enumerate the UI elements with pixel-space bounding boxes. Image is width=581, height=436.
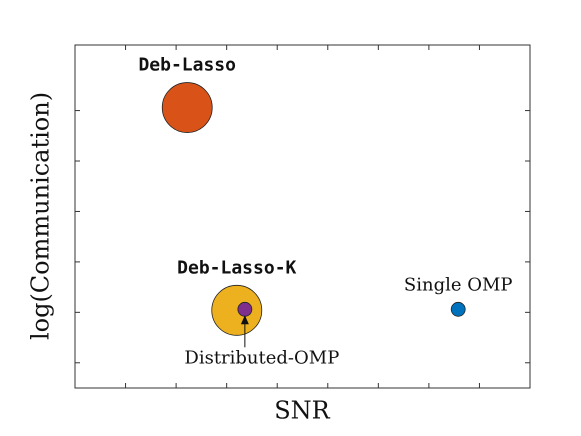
bubble — [450, 301, 466, 317]
point-label: Single OMP — [404, 274, 513, 295]
point-label: Deb-Lasso — [138, 55, 236, 76]
plot-frame — [74, 44, 531, 389]
y-axis-label: log(Communication) — [27, 92, 55, 340]
bubble — [237, 301, 253, 317]
point-label: Distributed-OMP — [184, 347, 339, 368]
point-label: Deb-Lasso-K — [177, 257, 296, 278]
bubble — [211, 284, 263, 336]
arrow-head — [240, 315, 249, 325]
x-axis-label: SNR — [274, 397, 330, 425]
bubble — [161, 82, 213, 133]
